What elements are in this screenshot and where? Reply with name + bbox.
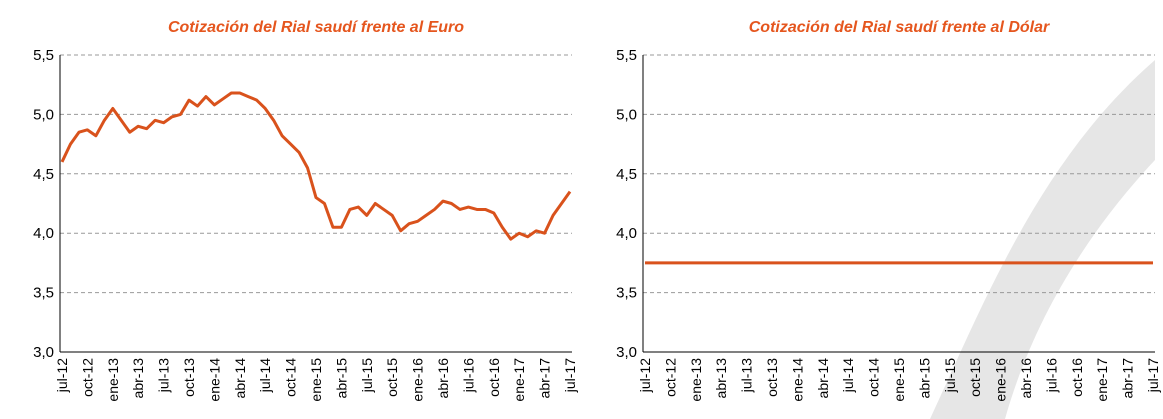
x-tick-label: oct-15 [967,358,983,397]
y-tick-label: 3,0 [33,344,54,361]
x-tick-label: jul-14 [840,358,856,393]
y-tick-label: 4,0 [33,225,54,242]
y-tick-label: 4,5 [33,166,54,183]
x-tick-label: abr-15 [333,358,349,399]
y-tick-label: 4,0 [616,225,637,242]
x-tick-label: ene-14 [789,358,805,402]
x-tick-label: abr-17 [1120,358,1136,399]
x-tick-label: oct-14 [283,358,299,397]
x-tick-label: abr-17 [537,358,553,399]
x-tick-label: ene-15 [308,358,324,402]
x-tick-label: jul-14 [257,358,273,393]
x-tick-label: oct-16 [486,358,502,397]
x-tick-label: oct-12 [79,358,95,397]
y-tick-label: 5,5 [33,47,54,64]
x-tick-label: ene-17 [511,358,527,402]
y-tick-label: 5,0 [616,106,637,123]
x-tick-label: ene-13 [688,358,704,402]
x-tick-label: jul-13 [739,358,755,393]
x-tick-label: jul-12 [54,358,70,393]
chart-title: Cotización del Rial saudí frente al Euro [168,19,464,36]
x-tick-label: jul-16 [1043,358,1059,393]
x-tick-label: ene-13 [105,358,121,402]
y-tick-label: 4,5 [616,166,637,183]
x-tick-label: ene-17 [1094,358,1110,402]
x-tick-label: ene-16 [410,358,426,402]
x-tick-label: jul-17 [562,358,578,393]
x-tick-label: oct-13 [764,358,780,397]
chart-page: Cotización del Rial saudí frente al Euro… [0,0,1163,419]
x-tick-label: abr-13 [130,358,146,399]
x-tick-label: jul-17 [1145,358,1161,393]
x-tick-label: abr-15 [916,358,932,399]
x-tick-label: jul-16 [460,358,476,393]
y-tick-label: 3,5 [33,285,54,302]
x-tick-label: oct-12 [662,358,678,397]
x-tick-label: ene-15 [891,358,907,402]
x-tick-label: jul-13 [156,358,172,393]
x-tick-label: jul-12 [637,358,653,393]
x-tick-label: ene-16 [993,358,1009,402]
x-tick-label: oct-16 [1069,358,1085,397]
y-tick-label: 5,5 [616,47,637,64]
x-tick-label: oct-15 [384,358,400,397]
x-tick-label: abr-13 [713,358,729,399]
x-tick-label: jul-15 [942,358,958,393]
line-series [62,93,570,239]
y-tick-label: 3,5 [616,285,637,302]
x-tick-label: jul-15 [359,358,375,393]
chart-title: Cotización del Rial saudí frente al Dóla… [749,19,1050,36]
x-tick-label: abr-16 [435,358,451,399]
x-tick-label: ene-14 [206,358,222,402]
x-tick-label: oct-13 [181,358,197,397]
x-tick-label: abr-16 [1018,358,1034,399]
y-tick-label: 3,0 [616,344,637,361]
x-tick-label: oct-14 [866,358,882,397]
x-tick-label: abr-14 [815,358,831,399]
x-tick-label: abr-14 [232,358,248,399]
y-tick-label: 5,0 [33,106,54,123]
